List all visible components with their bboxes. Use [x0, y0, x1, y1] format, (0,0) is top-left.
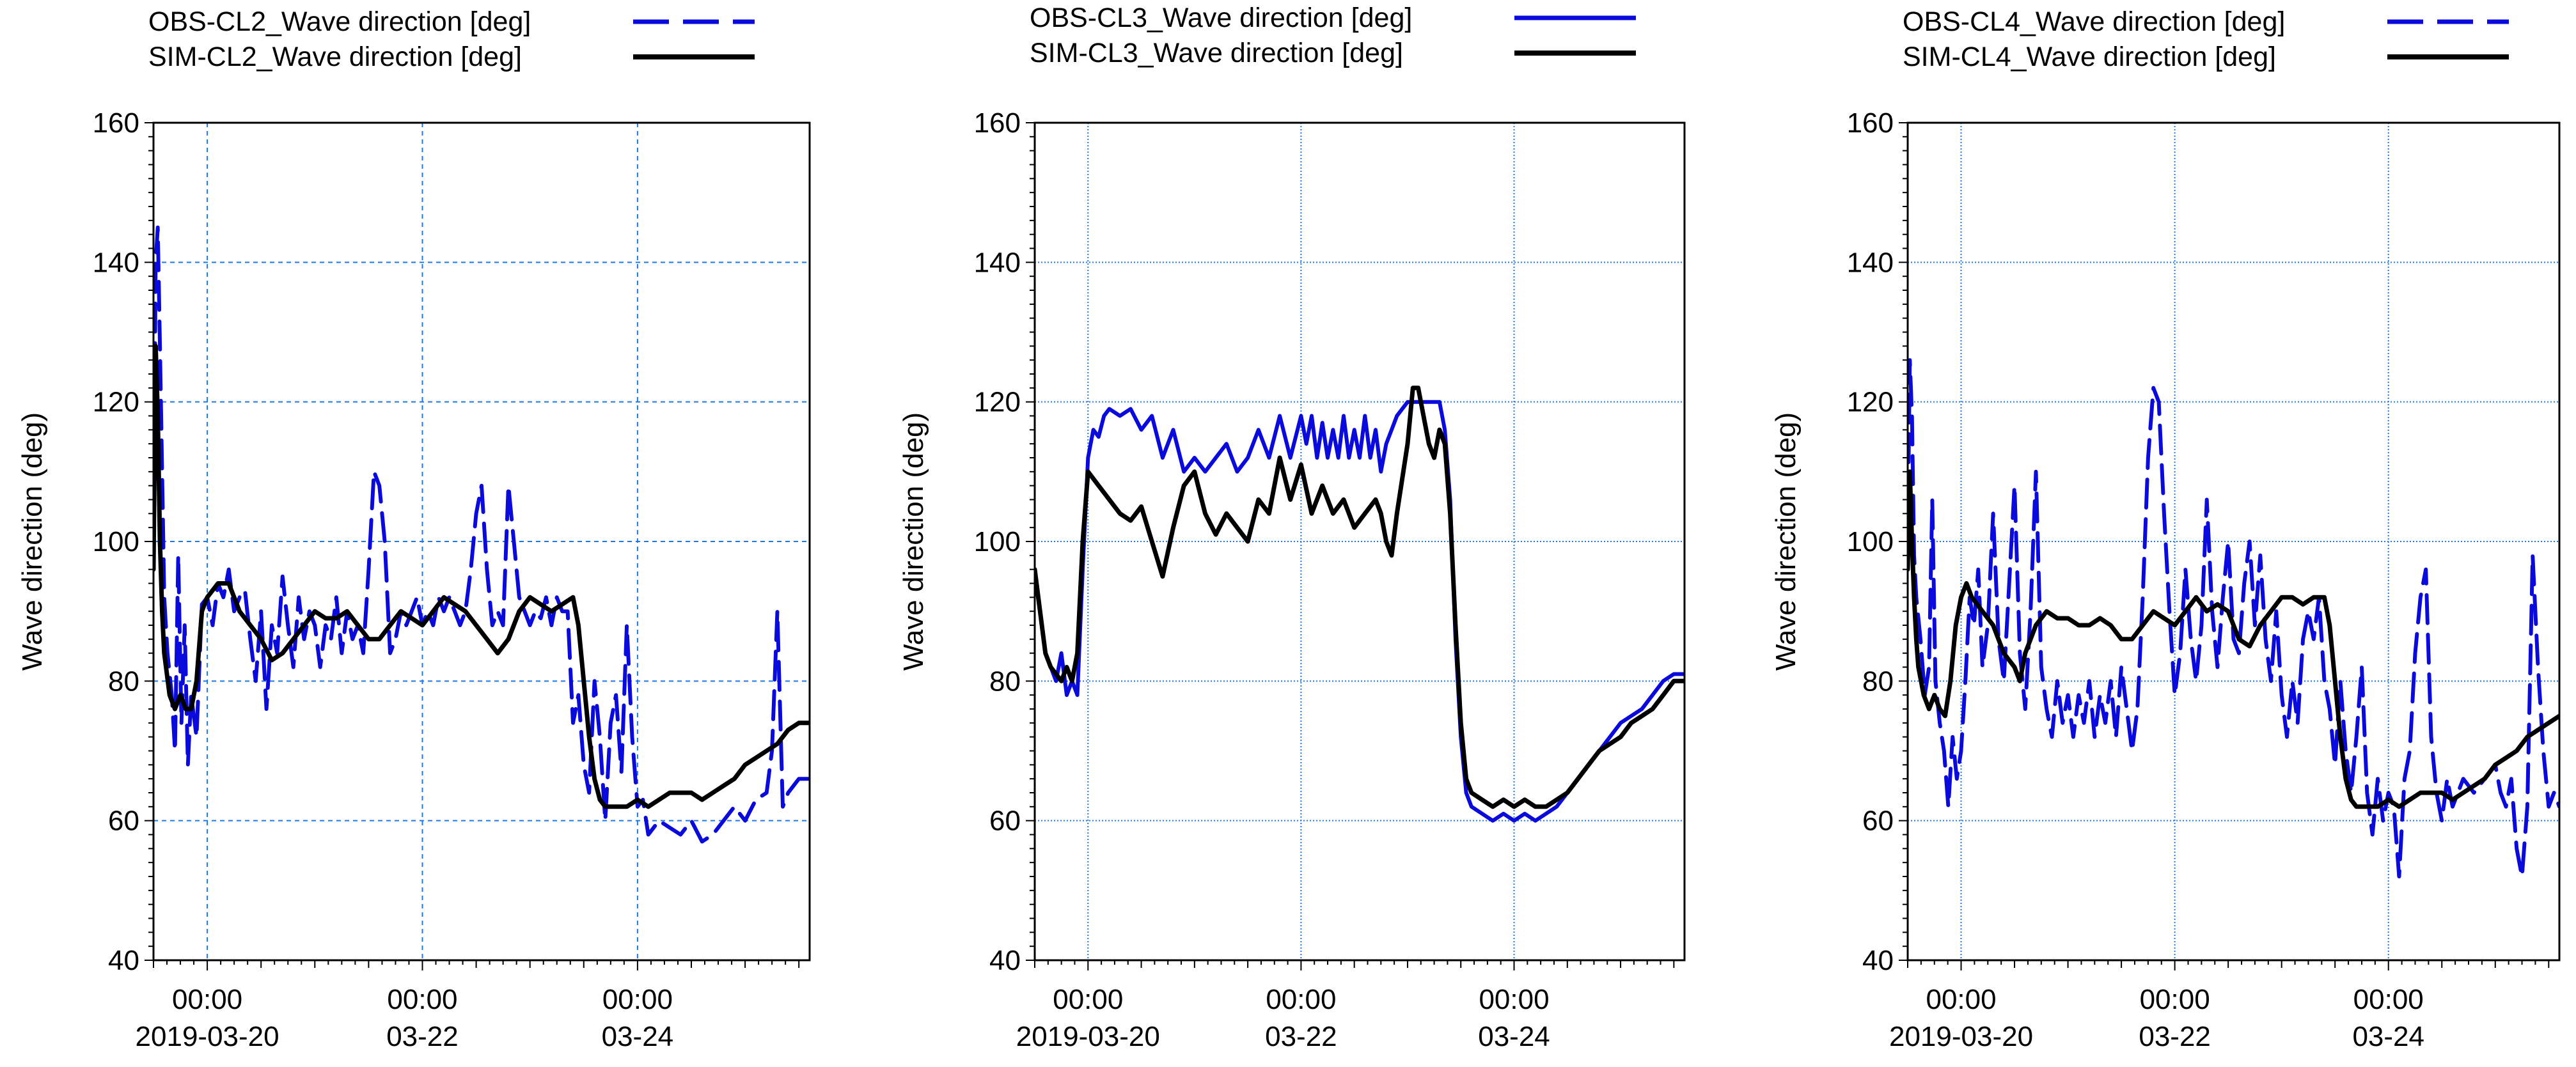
y-axis-label: Wave direction (deg) — [17, 412, 48, 671]
x-tick-label-date: 2019-03-20 — [136, 1021, 279, 1052]
y-tick-label: 120 — [974, 387, 1021, 418]
y-tick-label: 40 — [108, 945, 139, 976]
x-tick-label-time: 00:00 — [1479, 984, 1549, 1015]
legend: OBS-CL4_Wave direction [deg] SIM-CL4_Wave… — [1903, 6, 2509, 72]
x-tick-label-time: 00:00 — [1053, 984, 1123, 1015]
x-tick-label-date: 03-24 — [2352, 1021, 2424, 1052]
x-tick-label-date: 03-22 — [1265, 1021, 1337, 1052]
y-tick-label: 160 — [93, 107, 139, 139]
x-tick-label-date: 03-22 — [386, 1021, 459, 1052]
legend-label-obs: OBS-CL4_Wave direction [deg] — [1903, 6, 2285, 37]
series-line-obs — [153, 228, 810, 842]
series-line-sim — [153, 346, 810, 807]
x-tick-label-date: 2019-03-20 — [1016, 1021, 1160, 1052]
plot-area — [1908, 360, 2559, 876]
legend-label-sim: SIM-CL3_Wave direction [deg] — [1030, 38, 1403, 68]
plot-frame — [1035, 123, 1685, 960]
x-tick-label-time: 00:00 — [2353, 984, 2424, 1015]
y-tick-label: 80 — [1862, 666, 1894, 697]
y-tick-label: 140 — [1847, 247, 1894, 278]
chart-panel-cl2: 40 60 80 100 120 140 160 00:00 2019-03-20 00:00 03… — [17, 6, 810, 1052]
y-tick-label: 140 — [93, 247, 139, 278]
x-tick-label-time: 00:00 — [1266, 984, 1336, 1015]
y-tick-label: 120 — [93, 387, 139, 418]
legend-label-obs: OBS-CL3_Wave direction [deg] — [1030, 3, 1412, 33]
y-tick-label: 120 — [1847, 387, 1894, 418]
x-tick-label-time: 00:00 — [602, 984, 673, 1015]
legend: OBS-CL2_Wave direction [deg] SIM-CL2_Wave… — [148, 6, 755, 72]
chart-panel-cl4: 40 60 80 100 120 140 160 00:00 2019-03-20 00:00 03… — [1770, 6, 2559, 1052]
y-tick-label: 60 — [108, 806, 139, 837]
y-tick-label: 160 — [1847, 107, 1894, 139]
legend-label-obs: OBS-CL2_Wave direction [deg] — [148, 6, 531, 37]
x-tick-label-time: 00:00 — [387, 984, 457, 1015]
y-tick-label: 100 — [974, 526, 1021, 557]
y-tick-label: 40 — [989, 945, 1021, 976]
chart-panel-cl3: 40 60 80 100 120 140 160 00:00 2019-03-20 00:00 03… — [898, 3, 1685, 1052]
x-tick-label-time: 00:00 — [2140, 984, 2210, 1015]
x-tick-label-date: 03-22 — [2139, 1021, 2211, 1052]
y-tick-label: 140 — [974, 247, 1021, 278]
x-tick-label-time: 00:00 — [1926, 984, 1996, 1015]
y-tick-label: 60 — [989, 806, 1021, 837]
y-tick-label: 80 — [989, 666, 1021, 697]
y-axis-label: Wave direction (deg) — [1770, 412, 1802, 671]
legend-label-sim: SIM-CL2_Wave direction [deg] — [148, 42, 522, 72]
series-line-obs — [1908, 360, 2559, 876]
y-tick-label: 160 — [974, 107, 1021, 139]
y-tick-label: 80 — [108, 666, 139, 697]
legend-label-sim: SIM-CL4_Wave direction [deg] — [1903, 42, 2276, 72]
x-tick-label-date: 03-24 — [602, 1021, 674, 1052]
plot-area — [153, 228, 810, 842]
y-axis-label: Wave direction (deg) — [898, 412, 929, 671]
y-tick-label: 40 — [1862, 945, 1894, 976]
legend: OBS-CL3_Wave direction [deg] SIM-CL3_Wave… — [1030, 3, 1636, 68]
plot-area — [1035, 388, 1685, 821]
y-tick-label: 60 — [1862, 806, 1894, 837]
x-tick-label-date: 03-24 — [1478, 1021, 1550, 1052]
chart-canvas: 40 60 80 100 120 140 160 00:00 2019-03-20 00:00 03… — [0, 0, 2576, 1064]
x-tick-label-date: 2019-03-20 — [1889, 1021, 2033, 1052]
y-tick-label: 100 — [1847, 526, 1894, 557]
chart-figure: 40 60 80 100 120 140 160 00:00 2019-03-20 00:00 03… — [0, 0, 2576, 1064]
series-line-obs — [1035, 402, 1685, 821]
y-tick-label: 100 — [93, 526, 139, 557]
x-tick-label-time: 00:00 — [172, 984, 242, 1015]
